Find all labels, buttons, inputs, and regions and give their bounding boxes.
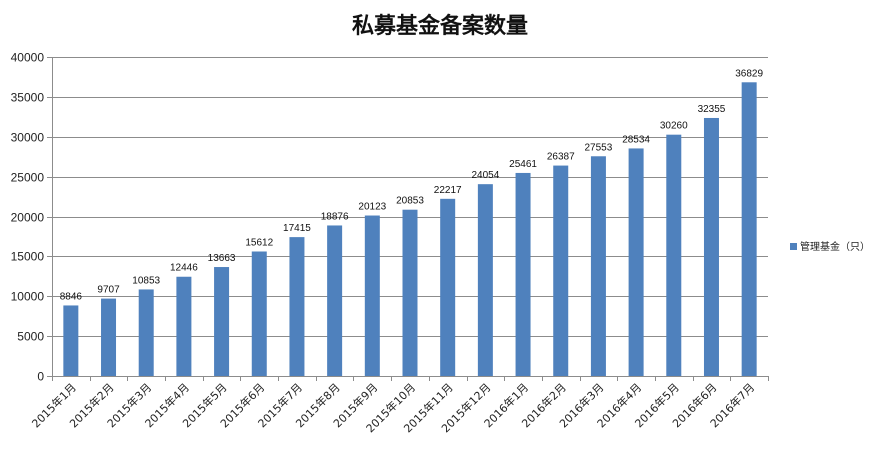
bar xyxy=(251,251,267,376)
legend: 管理基金（只） xyxy=(790,240,870,253)
x-tick-labels: 2015年1月2015年2月2015年3月2015年4月2015年5月2015年… xyxy=(29,380,758,435)
bar xyxy=(440,198,456,376)
bar xyxy=(666,134,682,376)
data-label: 20853 xyxy=(396,196,424,207)
bar xyxy=(63,305,79,376)
bar xyxy=(402,209,418,376)
bar xyxy=(590,156,606,376)
data-label: 12446 xyxy=(170,263,198,274)
bar xyxy=(214,267,230,376)
bar xyxy=(515,172,531,376)
bars xyxy=(63,82,757,376)
y-tick-label: 5000 xyxy=(17,330,44,344)
data-label: 13663 xyxy=(208,253,236,264)
bar xyxy=(176,276,192,376)
data-label: 17415 xyxy=(283,223,311,234)
bar xyxy=(741,82,757,376)
data-labels: 8846 9707 10853 12446 13663 15612 17415 18876 20… xyxy=(60,68,764,302)
data-label: 9707 xyxy=(97,285,120,296)
bar xyxy=(101,298,117,376)
data-label: 24054 xyxy=(471,170,499,181)
bar xyxy=(703,117,719,376)
bar xyxy=(364,215,380,376)
data-label: 27553 xyxy=(585,142,613,153)
data-label: 28534 xyxy=(622,134,650,145)
data-label: 18876 xyxy=(321,211,349,222)
data-label: 30260 xyxy=(660,121,688,132)
bar xyxy=(327,225,343,376)
y-tick-label: 15000 xyxy=(11,250,45,264)
y-tick-label: 35000 xyxy=(11,91,45,105)
data-label: 10853 xyxy=(132,275,160,286)
y-tick-label: 30000 xyxy=(11,131,45,145)
bar xyxy=(289,237,305,376)
chart-title: 私募基金备案数量 xyxy=(352,13,528,39)
bar xyxy=(477,184,493,376)
bar xyxy=(628,148,644,376)
data-label: 15612 xyxy=(245,237,273,248)
y-tick-labels: 0 5000 10000 15000 20000 25000 30000 35000 40000 xyxy=(11,51,45,384)
bar xyxy=(553,165,569,376)
y-tick-label: 0 xyxy=(37,370,44,384)
legend-label: 管理基金（只） xyxy=(800,240,870,253)
data-label: 8846 xyxy=(60,291,83,302)
legend-swatch xyxy=(790,243,797,250)
y-tick-label: 40000 xyxy=(11,51,45,65)
data-label: 22217 xyxy=(434,185,462,196)
data-label: 20123 xyxy=(358,202,386,213)
y-tick-label: 20000 xyxy=(11,211,45,225)
data-label: 26387 xyxy=(547,152,575,163)
data-label: 36829 xyxy=(735,68,763,79)
y-tick-label: 10000 xyxy=(11,290,45,304)
bar xyxy=(138,289,154,376)
data-label: 25461 xyxy=(509,159,537,170)
axes xyxy=(52,57,769,381)
y-tick-label: 25000 xyxy=(11,171,45,185)
data-label: 32355 xyxy=(698,104,726,115)
